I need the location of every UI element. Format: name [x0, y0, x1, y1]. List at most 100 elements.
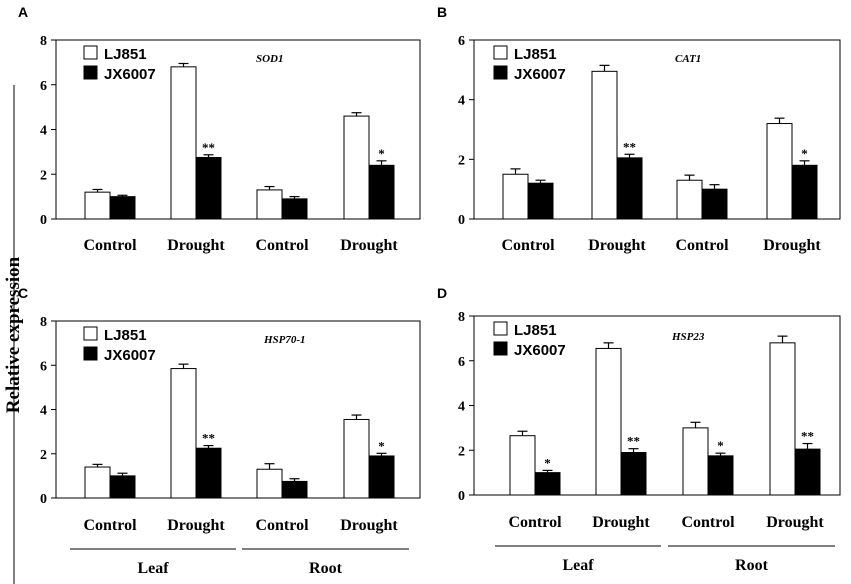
significance-mark: ** [801, 429, 814, 444]
category-label: Drought [766, 514, 824, 531]
significance-mark: * [378, 146, 385, 161]
bar-LJ851-3 [769, 342, 796, 496]
y-tick-label: 2 [40, 448, 47, 463]
category-label: Control [681, 514, 735, 531]
legend-label-JX6007: JX6007 [514, 342, 566, 359]
y-tick-label: 2 [458, 153, 465, 168]
legend-swatch-LJ851 [493, 45, 508, 60]
significance-mark: * [544, 455, 551, 470]
bar-JX6007-2 [281, 198, 308, 220]
bar-JX6007-0 [534, 472, 561, 496]
category-label: Drought [592, 514, 650, 531]
significance-mark: ** [202, 431, 215, 446]
bar-LJ851-1 [170, 368, 197, 499]
legend-swatch-JX6007 [83, 65, 98, 80]
y-tick-label: 8 [458, 310, 465, 325]
category-label: Drought [588, 237, 646, 254]
group-label-root: Root [735, 557, 769, 574]
legend-swatch-LJ851 [83, 326, 98, 341]
gene-label: HSP23 [671, 331, 705, 343]
category-label: Control [501, 237, 555, 254]
group-label-leaf: Leaf [137, 560, 169, 577]
legend-swatch-LJ851 [83, 45, 98, 60]
bar-LJ851-0 [84, 466, 111, 499]
y-tick-label: 0 [40, 213, 47, 228]
panel-letter: C [18, 285, 28, 301]
legend-label-LJ851: LJ851 [514, 46, 557, 63]
y-tick-label: 4 [40, 124, 47, 139]
bar-LJ851-3 [766, 123, 793, 220]
category-label: Control [255, 517, 309, 534]
category-label: Drought [763, 237, 821, 254]
bar-LJ851-2 [256, 189, 283, 220]
y-tick-label: 2 [40, 168, 47, 183]
legend-label-JX6007: JX6007 [104, 347, 156, 364]
legend-label-JX6007: JX6007 [514, 66, 566, 83]
significance-mark: ** [202, 140, 215, 155]
bar-JX6007-2 [281, 480, 308, 499]
legend-label-LJ851: LJ851 [104, 327, 147, 344]
bar-JX6007-0 [109, 196, 136, 220]
panel-letter: A [18, 4, 28, 20]
significance-mark: * [717, 438, 724, 453]
y-tick-label: 8 [40, 34, 47, 49]
category-label: Drought [340, 237, 398, 254]
y-axis-label: Relative expression [3, 256, 24, 413]
bar-JX6007-3 [368, 164, 395, 220]
category-label: Drought [167, 237, 225, 254]
y-tick-label: 4 [40, 404, 47, 419]
category-label: Control [508, 514, 562, 531]
bar-LJ851-2 [256, 468, 283, 499]
chart-panel-C: C 0 2 4 6 8 Control ** Drought Control * Drought LJ8… [18, 285, 421, 577]
y-tick-label: 8 [40, 315, 47, 330]
bar-LJ851-3 [343, 418, 370, 499]
significance-mark: ** [627, 434, 640, 449]
category-label: Drought [167, 517, 225, 534]
legend-swatch-JX6007 [493, 65, 508, 80]
gene-label: SOD1 [256, 53, 284, 65]
group-label-leaf: Leaf [562, 557, 594, 574]
bar-LJ851-2 [682, 427, 709, 496]
legend-swatch-JX6007 [493, 341, 508, 356]
bar-LJ851-3 [343, 115, 370, 220]
panel-letter: B [437, 4, 447, 20]
legend-label-LJ851: LJ851 [104, 46, 147, 63]
panel-letter: D [437, 285, 447, 301]
bar-LJ851-0 [509, 435, 536, 496]
bar-LJ851-0 [502, 173, 529, 220]
bar-LJ851-1 [591, 70, 618, 220]
plot-frame [473, 39, 841, 220]
significance-mark: * [378, 438, 385, 453]
gene-label: CAT1 [675, 53, 701, 65]
y-tick-label: 0 [40, 492, 47, 507]
legend-label-LJ851: LJ851 [514, 322, 557, 339]
y-tick-label: 6 [40, 79, 47, 94]
bar-LJ851-1 [170, 66, 197, 220]
y-tick-label: 6 [458, 355, 465, 370]
y-tick-label: 4 [458, 94, 465, 109]
bar-JX6007-0 [527, 182, 554, 220]
bar-JX6007-3 [791, 164, 818, 220]
chart-panel-A: A 0 2 4 6 8 Control ** Drought Control * Drought LJ8… [18, 4, 421, 254]
y-tick-label: 0 [458, 489, 465, 504]
y-tick-label: 2 [458, 444, 465, 459]
bar-JX6007-1 [620, 451, 647, 496]
legend-swatch-LJ851 [493, 321, 508, 336]
bar-LJ851-1 [595, 347, 622, 496]
category-label: Drought [340, 517, 398, 534]
y-tick-label: 6 [40, 359, 47, 374]
group-label-root: Root [309, 560, 343, 577]
y-tick-label: 0 [458, 213, 465, 228]
y-tick-label: 6 [458, 34, 465, 49]
category-label: Control [83, 517, 137, 534]
bar-JX6007-1 [616, 157, 643, 220]
gene-label: HSP70-1 [263, 334, 306, 346]
category-label: Control [83, 237, 137, 254]
significance-mark: ** [623, 139, 636, 154]
category-label: Control [675, 237, 729, 254]
category-label: Control [255, 237, 309, 254]
legend-swatch-JX6007 [83, 346, 98, 361]
bar-JX6007-1 [195, 447, 222, 499]
